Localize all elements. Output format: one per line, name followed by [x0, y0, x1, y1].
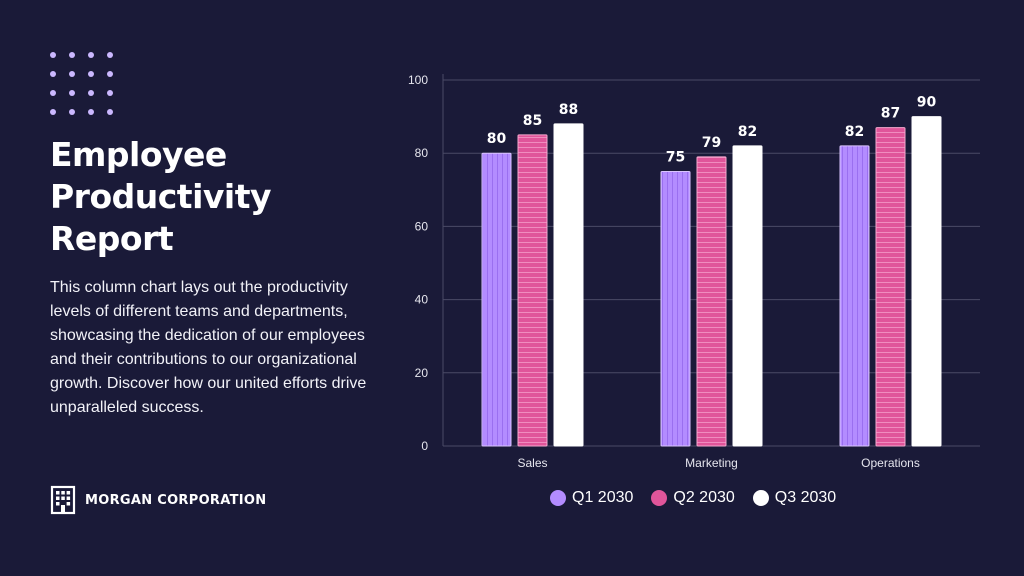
- chart-description: This column chart lays out the productiv…: [50, 279, 367, 416]
- dot: [50, 109, 56, 115]
- dot: [88, 52, 94, 58]
- chart-legend: Q1 2030 Q2 2030 Q3 2030: [550, 489, 836, 507]
- bar-sales-q1: [481, 152, 512, 447]
- dot: [69, 90, 75, 96]
- legend-swatch-q3: [752, 490, 769, 506]
- brand: MORGAN CORPORATION: [50, 485, 266, 515]
- dot: [88, 90, 94, 96]
- dot: [88, 71, 94, 77]
- dot: [107, 109, 113, 115]
- legend-swatch-q1: [550, 490, 566, 506]
- bar-sales-q3: [553, 123, 584, 447]
- dot: [69, 109, 75, 115]
- decorative-dot-grid: [50, 52, 113, 115]
- bar-sales-q2: [517, 134, 548, 447]
- y-tick-label: 0: [421, 439, 428, 453]
- bar-marketing-q3: [732, 145, 763, 447]
- bar-marketing-q2: [696, 156, 727, 447]
- brand-name: MORGAN CORPORATION: [85, 492, 267, 508]
- y-tick-label: 60: [415, 219, 429, 233]
- productivity-bar-chart: 0 20 40 60 80 100 80 85 88 Sales 75 79 82 Marketing 82…: [408, 73, 980, 470]
- data-label: 79: [702, 135, 721, 151]
- dot: [88, 109, 94, 115]
- data-label: 80: [487, 131, 507, 147]
- dot: [69, 71, 75, 77]
- legend-swatch-q2: [651, 490, 668, 506]
- y-tick-label: 100: [408, 73, 428, 87]
- data-label: 75: [666, 150, 685, 166]
- legend-item-q1: Q1 2030: [550, 489, 633, 507]
- data-label: 87: [881, 106, 900, 122]
- dot: [107, 52, 113, 58]
- y-tick-label: 80: [415, 146, 429, 160]
- legend-item-q3: Q3 2030: [752, 489, 837, 507]
- data-label: 82: [738, 124, 757, 140]
- bar-operations-q2: [875, 127, 906, 447]
- x-tick-label: Sales: [517, 456, 547, 470]
- legend-item-q2: Q2 2030: [651, 489, 735, 507]
- dot: [50, 90, 56, 96]
- bar-operations-q3: [911, 116, 942, 447]
- legend-label-q1: Q1 2030: [572, 489, 634, 506]
- x-tick-label: Operations: [861, 456, 920, 470]
- dot: [50, 71, 56, 77]
- dot: [107, 90, 113, 96]
- legend-label-q3: Q3 2030: [774, 489, 837, 506]
- dot: [50, 52, 56, 58]
- bar-operations-q1: [839, 145, 870, 447]
- data-label: 88: [559, 102, 578, 118]
- dot: [107, 71, 113, 77]
- legend-label-q2: Q2 2030: [673, 489, 735, 506]
- data-label: 90: [917, 95, 937, 111]
- y-tick-label: 40: [415, 293, 429, 307]
- dot: [69, 52, 75, 58]
- bar-marketing-q1: [660, 171, 691, 447]
- data-label: 82: [845, 124, 864, 140]
- y-tick-label: 20: [415, 366, 429, 380]
- data-label: 85: [523, 113, 542, 129]
- building-icon: [50, 485, 76, 515]
- page-title: Employee Productivity Report: [50, 135, 272, 258]
- x-tick-label: Marketing: [685, 456, 738, 470]
